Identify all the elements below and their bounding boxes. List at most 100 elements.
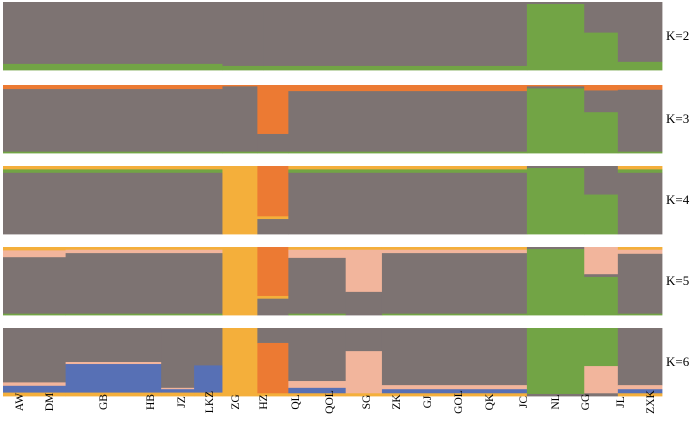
bar-green [222,65,264,71]
bar-grey [222,86,258,153]
population-label: GB [98,394,110,410]
segment [584,2,619,71]
bar-pink [345,351,383,394]
bar-yellow [617,166,663,170]
bar-blue [381,389,528,394]
bar-grey [584,393,619,397]
bar-yellow [345,393,383,397]
bar-grey [257,298,289,316]
bar-yellow [617,247,663,251]
population-labels: AW DM GB HB JZ LKZ ZG HZ QL QOL SG ZK GJ GOL QK JC NL GG J… [14,389,657,413]
population-label: HB [145,394,157,410]
panel-K5: K=5 [3,247,689,316]
segment [617,2,663,71]
bar-grey [3,89,223,153]
bar-blue [3,385,67,393]
bar-pink [617,249,663,255]
bar-yellow [3,166,223,170]
segment [194,328,223,397]
bar-orange [526,85,585,87]
population-label: SG [361,395,373,410]
bar-grey [3,2,223,65]
bar-orange [584,85,619,91]
bar-grey [257,133,289,153]
segment [257,85,289,154]
bar-grey [584,2,619,33]
segment [526,328,585,397]
bar-green [222,151,258,154]
bar-blue [161,389,195,393]
bar-green [584,112,619,154]
bar-yellow [257,393,289,397]
bar-yellow [222,328,258,397]
population-label: GOL [453,390,465,414]
segment [584,166,619,235]
bar-green [526,88,585,154]
bar-green [526,4,585,71]
bar-yellow [288,393,347,397]
k-panels: K=2 K=3 K=4 K=5 K=6 [3,2,690,397]
segment [345,328,383,397]
bar-green [584,328,619,367]
segment [381,328,528,397]
population-label: AW [14,393,26,411]
bar-yellow [257,295,289,300]
segment [288,85,528,154]
bar-green [288,313,347,316]
segment [222,2,264,71]
bar-green [263,65,528,71]
bar-yellow [222,247,258,316]
bar-grey [3,257,67,315]
bar-yellow [65,392,162,397]
segment [257,328,289,397]
bar-yellow [3,392,67,397]
segment [3,85,223,154]
population-label: DM [44,393,56,412]
bar-pink [584,247,619,275]
bar-grey [288,91,528,153]
panel-K6: K=6 [3,328,690,397]
bar-grey [526,393,585,397]
bar-orange [257,247,289,297]
bar-green [65,313,223,316]
population-label: GG [580,394,592,411]
bar-green [617,61,663,71]
bar-orange [3,85,223,90]
segment [65,247,223,316]
segment [584,328,619,397]
bar-grey [584,166,619,195]
segment [345,247,383,316]
segment [3,166,223,235]
bar-green [3,63,223,71]
panel-K3: K=3 [3,85,689,154]
bar-yellow [381,247,528,251]
bar-blue [288,387,347,394]
bar-green [617,169,663,174]
bar-grey [194,328,223,366]
bar-grey [526,2,585,5]
bar-pink [161,387,195,390]
segment [257,166,289,235]
bar-pink [381,249,528,254]
population-label: ZXK [645,389,657,413]
bar-grey [288,328,347,382]
bar-grey [288,257,347,315]
bar-grey [381,253,528,315]
population-label: QK [484,393,496,410]
population-label: JC [518,396,530,408]
segment [526,2,585,71]
bar-grey [617,172,663,235]
panel-label: K=5 [666,273,689,288]
bar-orange [617,85,663,91]
bar-yellow [161,392,195,397]
population-label: ZG [230,394,242,409]
bar-yellow [222,166,258,235]
bar-pink [3,382,67,387]
bar-blue [617,389,663,394]
bar-green [257,151,289,154]
segment [526,247,585,316]
segment [222,328,258,397]
bar-pink [288,249,347,259]
population-label: NL [550,394,562,409]
bar-grey [526,86,585,89]
